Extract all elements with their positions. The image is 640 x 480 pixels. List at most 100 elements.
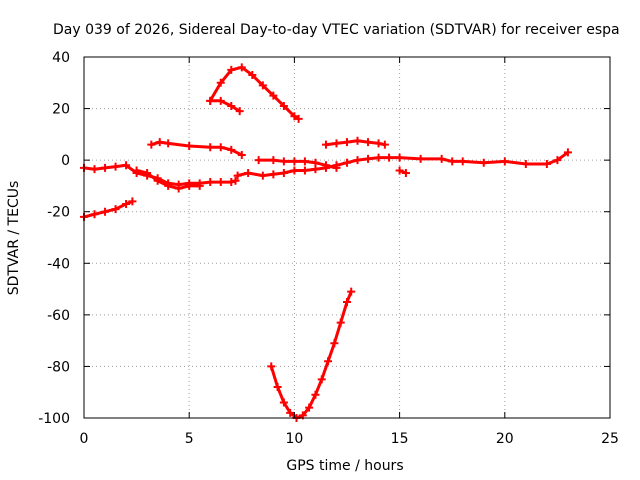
series-arc-e (206, 63, 303, 123)
data-point (305, 403, 314, 412)
data-point (128, 197, 137, 206)
data-point (216, 78, 225, 87)
data-point (364, 138, 373, 147)
data-point (279, 169, 288, 178)
data-point (300, 166, 309, 175)
data-point (235, 107, 244, 116)
data-point (111, 162, 120, 171)
series-arc-f (206, 96, 244, 116)
x-axis-ticks: 0 5 10 15 20 25 (80, 57, 619, 447)
data-point (237, 63, 246, 72)
data-point (286, 408, 295, 417)
data-point (267, 362, 276, 371)
data-point (227, 65, 236, 74)
y-axis-label: SDTVAR / TECUs (6, 181, 22, 296)
series-line (269, 290, 353, 420)
data-point (332, 163, 341, 172)
data-point (553, 156, 562, 165)
data-point (231, 176, 240, 185)
data-point (448, 157, 457, 166)
data-point (300, 157, 309, 166)
y-tick-label: -40 (47, 256, 70, 272)
data-point (437, 154, 446, 163)
series-arc-c (132, 166, 204, 193)
data-point (401, 169, 410, 178)
data-point (374, 153, 383, 162)
y-tick-label: -80 (47, 359, 70, 375)
data-point (269, 170, 278, 179)
data-point (174, 184, 183, 193)
x-axis-label: GPS time / hours (286, 458, 403, 474)
grid (84, 57, 610, 418)
data-point (563, 148, 572, 157)
data-point (153, 176, 162, 185)
data-point (233, 171, 242, 180)
series-arc-b (80, 161, 240, 189)
data-point (111, 205, 120, 214)
data-point (206, 143, 215, 152)
data-point (324, 357, 333, 366)
chart-title: Day 039 of 2026, Sidereal Day-to-day VTE… (53, 22, 620, 38)
plot-frame (83, 56, 611, 419)
data-point (101, 207, 110, 216)
data-point (227, 101, 236, 110)
data-point (216, 143, 225, 152)
y-tick-label: 0 (61, 153, 70, 169)
data-point (122, 161, 131, 170)
y-tick-label: 40 (52, 50, 70, 66)
data-point (279, 101, 288, 110)
data-point (206, 178, 215, 187)
data-point (227, 145, 236, 154)
data-point (244, 169, 253, 178)
data-point (343, 297, 351, 306)
series-arc-g (233, 148, 572, 180)
series-arc-d (147, 138, 246, 159)
data-point (258, 171, 267, 180)
series-arc-j (395, 166, 410, 178)
data-point (90, 165, 99, 174)
data-point (317, 375, 326, 384)
data-point (290, 157, 299, 166)
data-point (311, 158, 320, 167)
series-arc-a (80, 197, 137, 221)
data-point (164, 139, 173, 148)
series-arc-h (254, 156, 341, 172)
data-point (273, 383, 282, 392)
data-point (395, 153, 404, 162)
data-point (343, 138, 351, 147)
data-point (336, 318, 345, 327)
data-point (216, 96, 225, 105)
data-point (395, 166, 404, 175)
y-tick-label: -100 (38, 411, 70, 427)
series-arc-k (267, 287, 356, 422)
data-point (374, 139, 383, 148)
data-point (279, 398, 288, 407)
series-line (82, 163, 237, 187)
data-point (147, 140, 156, 149)
y-tick-label: -60 (47, 308, 70, 324)
x-tick-label: 10 (285, 431, 303, 447)
data-point (311, 390, 320, 399)
data-point (521, 160, 530, 169)
data-point (294, 114, 303, 123)
x-tick-label: 5 (185, 431, 194, 447)
x-tick-label: 20 (496, 431, 514, 447)
data-point (132, 166, 141, 175)
data-point (500, 157, 509, 166)
data-point (185, 181, 194, 190)
series-line (208, 99, 242, 113)
data-point (258, 81, 267, 90)
data-point (237, 150, 246, 159)
data-point (458, 157, 467, 166)
data-point (216, 178, 225, 187)
x-tick-label: 15 (391, 431, 409, 447)
data-point (353, 156, 362, 165)
data-point (364, 154, 373, 163)
data-point (227, 178, 236, 187)
data-point (164, 181, 173, 190)
data-point (206, 96, 215, 105)
data-point (330, 339, 339, 348)
x-tick-label: 25 (601, 431, 619, 447)
data-point (290, 166, 299, 175)
